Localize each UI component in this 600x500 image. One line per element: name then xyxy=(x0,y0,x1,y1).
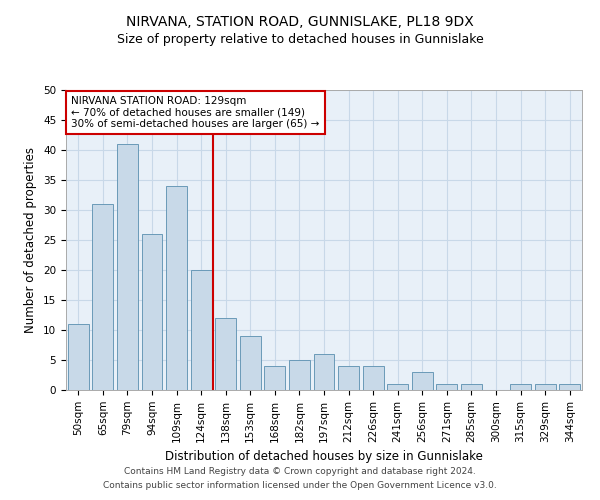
Bar xyxy=(142,234,163,390)
Bar xyxy=(461,384,482,390)
Bar xyxy=(68,324,89,390)
X-axis label: Distribution of detached houses by size in Gunnislake: Distribution of detached houses by size … xyxy=(165,450,483,463)
Bar xyxy=(240,336,261,390)
Text: NIRVANA STATION ROAD: 129sqm
← 70% of detached houses are smaller (149)
30% of s: NIRVANA STATION ROAD: 129sqm ← 70% of de… xyxy=(71,96,320,129)
Bar xyxy=(215,318,236,390)
Bar xyxy=(265,366,286,390)
Bar xyxy=(559,384,580,390)
Bar xyxy=(510,384,531,390)
Bar xyxy=(92,204,113,390)
Text: Contains HM Land Registry data © Crown copyright and database right 2024.: Contains HM Land Registry data © Crown c… xyxy=(124,467,476,476)
Bar xyxy=(314,354,334,390)
Text: Contains public sector information licensed under the Open Government Licence v3: Contains public sector information licen… xyxy=(103,481,497,490)
Bar xyxy=(535,384,556,390)
Bar xyxy=(166,186,187,390)
Bar xyxy=(289,360,310,390)
Text: NIRVANA, STATION ROAD, GUNNISLAKE, PL18 9DX: NIRVANA, STATION ROAD, GUNNISLAKE, PL18 … xyxy=(126,15,474,29)
Bar xyxy=(191,270,212,390)
Bar xyxy=(412,372,433,390)
Bar xyxy=(362,366,383,390)
Bar xyxy=(117,144,138,390)
Y-axis label: Number of detached properties: Number of detached properties xyxy=(25,147,37,333)
Bar xyxy=(436,384,457,390)
Bar xyxy=(387,384,408,390)
Text: Size of property relative to detached houses in Gunnislake: Size of property relative to detached ho… xyxy=(116,32,484,46)
Bar xyxy=(338,366,359,390)
